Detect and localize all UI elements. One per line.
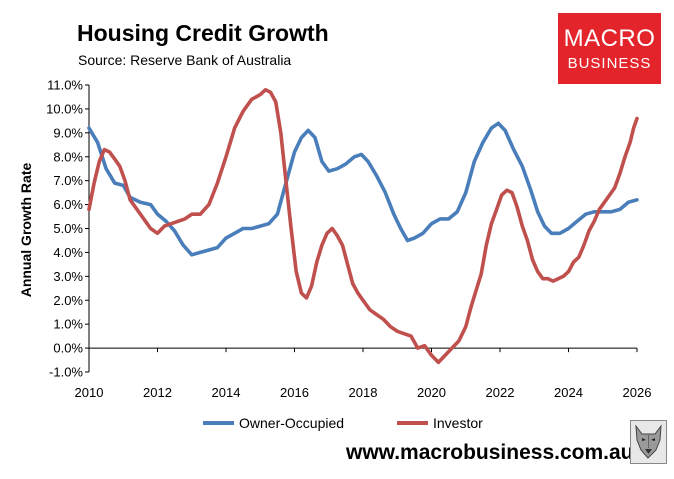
chart-source: Source: Reserve Bank of Australia	[78, 52, 292, 68]
x-tick-label: 2024	[554, 385, 583, 400]
y-tick-label: 10.0%	[46, 101, 83, 116]
macrobusiness-logo[interactable]: MACRO BUSINESS	[558, 13, 661, 84]
y-tick-label: 0.0%	[53, 341, 83, 356]
series-line-owner-occupied	[87, 121, 639, 257]
x-tick-label: 2016	[280, 385, 309, 400]
x-tick-label: 2018	[349, 385, 378, 400]
legend-label-investor: Investor	[433, 415, 483, 431]
y-tick-label: 1.0%	[53, 317, 83, 332]
series-line-investor	[87, 88, 639, 365]
x-tick-label: 2026	[623, 385, 652, 400]
x-tick-label: 2012	[143, 385, 172, 400]
y-tick-label: 7.0%	[53, 173, 83, 188]
y-tick-label: 11.0%	[47, 78, 83, 93]
chart-legend: Owner-Occupied Investor	[0, 415, 674, 435]
y-tick-label: 8.0%	[53, 149, 83, 164]
legend-swatch-investor	[397, 421, 428, 426]
logo-line-macro: MACRO	[563, 25, 656, 52]
legend-swatch-owner-occupied	[203, 421, 234, 426]
legend-item-owner-occupied: Owner-Occupied	[203, 415, 344, 431]
y-tick-label: 6.0%	[53, 197, 83, 212]
y-tick-label: 3.0%	[53, 269, 83, 284]
x-tick-label: 2020	[417, 385, 446, 400]
x-axis: 2010 2012 2014 2016 2018 2020 2022 2024 2026	[75, 347, 652, 400]
y-tick-label: 4.0%	[53, 245, 83, 260]
x-tick-label: 2022	[486, 385, 515, 400]
series-lines	[87, 88, 639, 365]
y-tick-label: 9.0%	[53, 125, 83, 140]
x-tick-label: 2010	[75, 385, 104, 400]
y-tick-label: -1.0%	[49, 365, 83, 380]
wolf-icon	[630, 420, 667, 464]
x-tick-label: 2014	[212, 385, 241, 400]
y-tick-label: 2.0%	[53, 293, 83, 308]
y-axis: -1.0% 0.0% 1.0% 2.0% 3.0% 4.0% 5.0% 6.0% 7.0% 8.0…	[46, 78, 90, 380]
website-url[interactable]: www.macrobusiness.com.au	[346, 441, 634, 464]
logo-line-business: BUSINESS	[567, 55, 652, 72]
legend-label-owner-occupied: Owner-Occupied	[239, 415, 345, 431]
legend-item-investor: Investor	[397, 415, 483, 431]
chart-title: Housing Credit Growth	[77, 20, 329, 46]
y-tick-label: 5.0%	[53, 221, 83, 236]
